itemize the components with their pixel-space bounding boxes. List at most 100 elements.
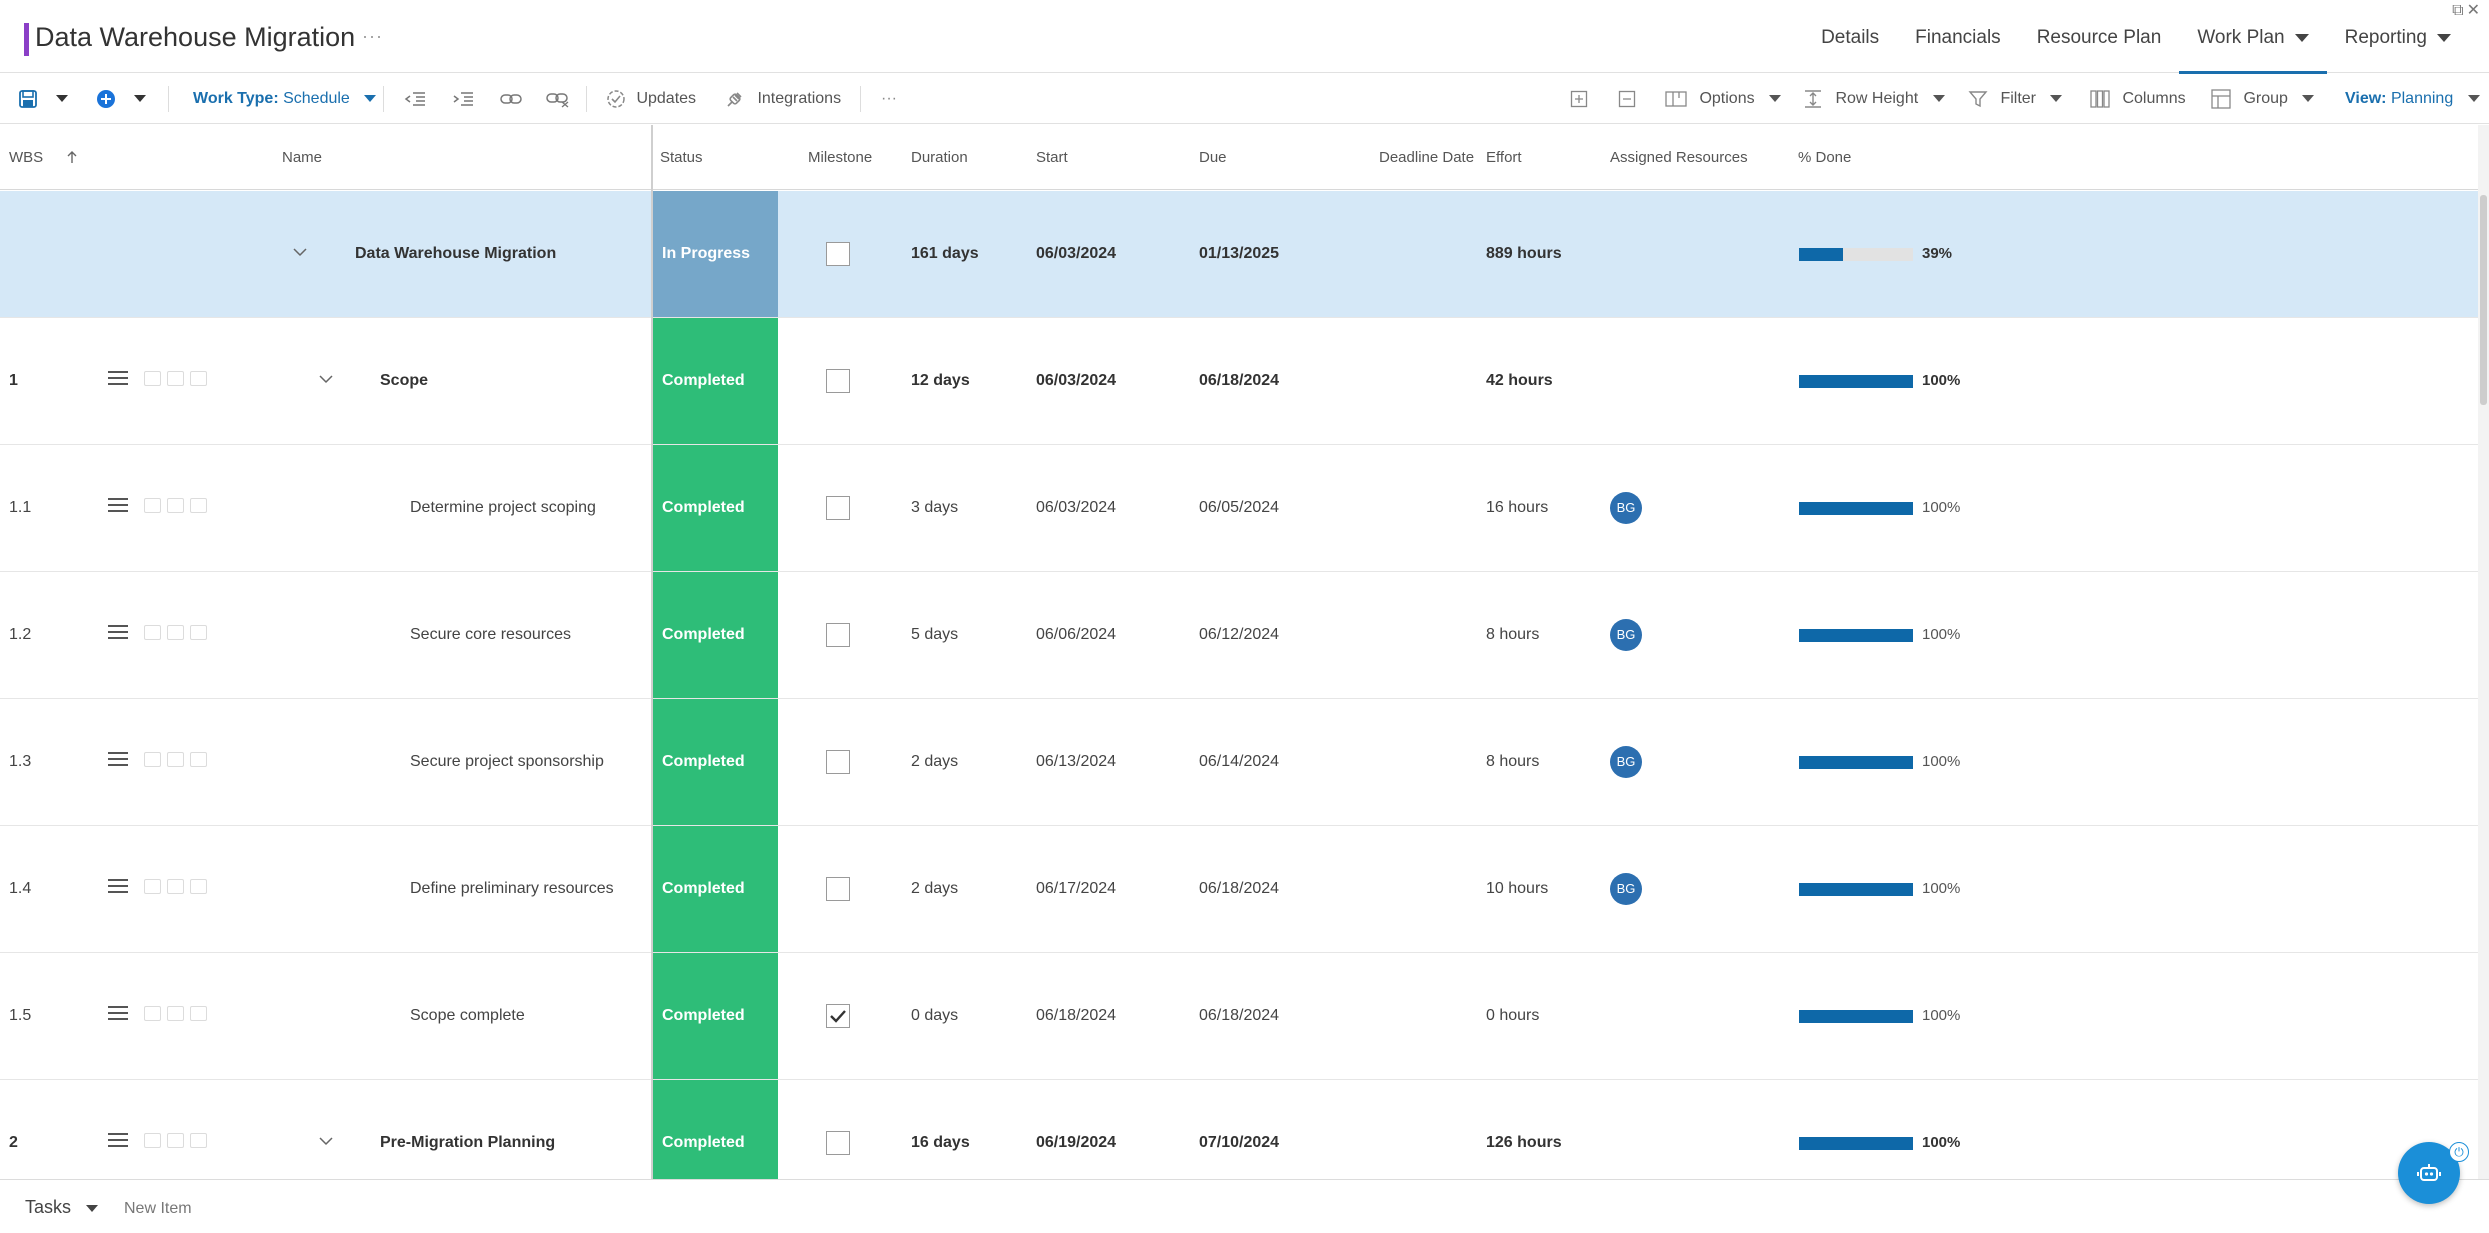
effort-cell[interactable]: 8 hours xyxy=(1486,626,1540,643)
due-date-cell[interactable]: 06/18/2024 xyxy=(1199,372,1280,389)
scrollbar-thumb[interactable] xyxy=(2480,195,2487,405)
row-action-icons[interactable] xyxy=(144,371,214,391)
comment-icon[interactable] xyxy=(144,1006,161,1021)
work-type-select[interactable]: Work Type: Schedule xyxy=(193,74,377,124)
column-header-deadline[interactable]: Deadline Date xyxy=(1379,149,1475,166)
avatar[interactable]: BG xyxy=(1610,746,1642,778)
collapse-chevron-icon[interactable] xyxy=(318,1133,334,1149)
discussion-icon[interactable] xyxy=(167,625,184,640)
nav-tab-reporting[interactable]: Reporting xyxy=(2327,0,2469,73)
column-header-wbs[interactable]: WBS xyxy=(9,149,44,166)
save-dropdown-caret-icon[interactable] xyxy=(56,95,69,103)
row-action-icons[interactable] xyxy=(144,498,214,518)
start-date-cell[interactable]: 06/06/2024 xyxy=(1036,626,1117,643)
project-summary-row[interactable]: Data Warehouse Migration In Progress 161 d… xyxy=(0,191,2478,318)
task-name-cell[interactable]: Scope xyxy=(380,372,429,389)
nav-tab-work-plan[interactable]: Work Plan xyxy=(2179,0,2327,74)
duration-cell[interactable]: 161 days xyxy=(911,245,979,262)
duration-cell[interactable]: 2 days xyxy=(911,753,959,770)
effort-cell[interactable]: 126 hours xyxy=(1486,1134,1562,1151)
milestone-checkbox[interactable] xyxy=(826,242,850,266)
table-row[interactable]: 1 Scope Completed 12 days 06/03/2024 06/18/20… xyxy=(0,318,2478,445)
start-date-cell[interactable]: 06/03/2024 xyxy=(1036,499,1117,516)
updates-button[interactable]: Updates xyxy=(606,74,696,124)
due-date-cell[interactable]: 06/18/2024 xyxy=(1199,1007,1280,1024)
start-date-cell[interactable]: 06/03/2024 xyxy=(1036,372,1117,389)
column-header-name[interactable]: Name xyxy=(282,149,323,166)
start-date-cell[interactable]: 06/19/2024 xyxy=(1036,1134,1117,1151)
status-badge[interactable]: In Progress xyxy=(653,191,778,317)
discussion-icon[interactable] xyxy=(167,1133,184,1148)
milestone-checkbox[interactable] xyxy=(826,1004,850,1028)
due-date-cell[interactable]: 01/13/2025 xyxy=(1199,245,1280,262)
row-action-icons[interactable] xyxy=(144,1006,214,1026)
status-badge[interactable]: Completed xyxy=(653,445,778,571)
milestone-checkbox[interactable] xyxy=(826,1131,850,1155)
outdent-button[interactable] xyxy=(404,74,426,124)
duration-cell[interactable]: 3 days xyxy=(911,499,959,516)
nav-tab-details[interactable]: Details xyxy=(1803,0,1897,73)
due-date-cell[interactable]: 06/14/2024 xyxy=(1199,753,1280,770)
start-date-cell[interactable]: 06/03/2024 xyxy=(1036,245,1117,262)
row-menu-icon[interactable] xyxy=(108,371,128,389)
milestone-checkbox[interactable] xyxy=(826,496,850,520)
attachment-icon[interactable] xyxy=(190,498,207,513)
attachment-icon[interactable] xyxy=(190,752,207,767)
avatar[interactable]: BG xyxy=(1610,492,1642,524)
column-header-status[interactable]: Status xyxy=(660,149,703,166)
column-header-pct-done[interactable]: % Done xyxy=(1798,149,1852,166)
view-select[interactable]: View: Planning xyxy=(2345,74,2480,124)
attachment-icon[interactable] xyxy=(190,625,207,640)
unlink-tasks-button[interactable] xyxy=(546,74,570,124)
column-header-milestone[interactable]: Milestone xyxy=(808,149,873,166)
comment-icon[interactable] xyxy=(144,371,161,386)
start-date-cell[interactable]: 06/13/2024 xyxy=(1036,753,1117,770)
filter-menu[interactable]: Filter xyxy=(1968,74,2063,124)
row-action-icons[interactable] xyxy=(144,879,214,899)
task-name-cell[interactable]: Secure project sponsorship xyxy=(410,753,604,770)
task-name-cell[interactable]: Pre-Migration Planning xyxy=(380,1134,556,1151)
status-badge[interactable]: Completed xyxy=(653,699,778,825)
milestone-checkbox[interactable] xyxy=(826,877,850,901)
milestone-checkbox[interactable] xyxy=(826,369,850,393)
tasks-dropdown[interactable]: Tasks xyxy=(25,1180,99,1233)
nav-tab-resource-plan[interactable]: Resource Plan xyxy=(2019,0,2180,73)
row-height-menu[interactable]: Row Height xyxy=(1803,74,1945,124)
table-row[interactable]: 1.2 Secure core resources Completed 5 days 0… xyxy=(0,572,2478,699)
column-header-effort[interactable]: Effort xyxy=(1486,149,1522,166)
integrations-button[interactable]: Integrations xyxy=(725,74,841,124)
discussion-icon[interactable] xyxy=(167,498,184,513)
status-badge[interactable]: Completed xyxy=(653,572,778,698)
task-name-cell[interactable]: Determine project scoping xyxy=(410,499,596,516)
add-dropdown-caret-icon[interactable] xyxy=(134,95,147,103)
column-header-resources[interactable]: Assigned Resources xyxy=(1610,149,1748,166)
comment-icon[interactable] xyxy=(144,498,161,513)
attachment-icon[interactable] xyxy=(190,1133,207,1148)
duration-cell[interactable]: 5 days xyxy=(911,626,959,643)
more-actions-button[interactable]: ··· xyxy=(881,90,897,107)
duration-cell[interactable]: 16 days xyxy=(911,1134,970,1151)
sort-ascending-icon[interactable] xyxy=(66,150,78,164)
row-menu-icon[interactable] xyxy=(108,625,128,643)
start-date-cell[interactable]: 06/18/2024 xyxy=(1036,1007,1117,1024)
link-tasks-button[interactable] xyxy=(500,74,522,124)
title-more-icon[interactable]: ··· xyxy=(362,26,383,46)
status-badge[interactable]: Completed xyxy=(653,318,778,444)
effort-cell[interactable]: 16 hours xyxy=(1486,499,1549,516)
attachment-icon[interactable] xyxy=(190,371,207,386)
collapse-chevron-icon[interactable] xyxy=(292,244,308,260)
discussion-icon[interactable] xyxy=(167,371,184,386)
window-controls[interactable]: ⧉✕ xyxy=(2452,2,2483,19)
indent-button[interactable] xyxy=(452,74,474,124)
collapse-all-button[interactable] xyxy=(1618,74,1636,124)
table-row[interactable]: 1.3 Secure project sponsorship Completed 2 … xyxy=(0,699,2478,826)
row-action-icons[interactable] xyxy=(144,752,214,772)
group-menu[interactable]: Group xyxy=(2211,74,2315,124)
save-button[interactable] xyxy=(18,74,69,124)
milestone-checkbox[interactable] xyxy=(826,750,850,774)
duration-cell[interactable]: 2 days xyxy=(911,880,959,897)
discussion-icon[interactable] xyxy=(167,1006,184,1021)
effort-cell[interactable]: 10 hours xyxy=(1486,880,1549,897)
power-icon[interactable]: ⏻ xyxy=(2449,1142,2469,1162)
new-item-input[interactable]: New Item xyxy=(124,1200,192,1217)
